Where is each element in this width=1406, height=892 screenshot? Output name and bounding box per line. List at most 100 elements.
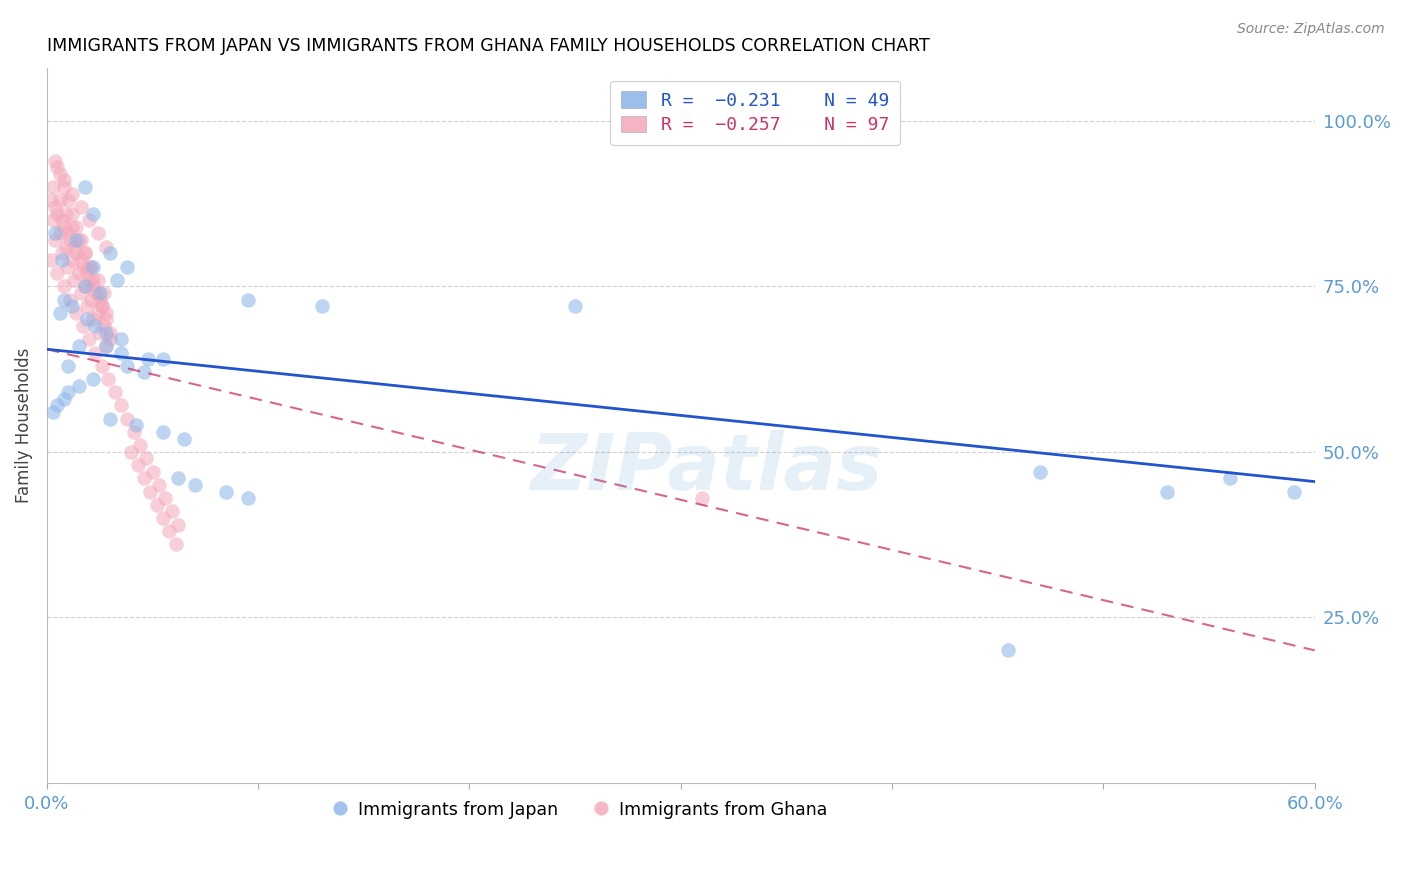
Point <box>94 306 117 320</box>
Point <box>51 246 73 260</box>
Point <box>110 399 132 413</box>
Point <box>236 491 259 505</box>
Point <box>55 240 77 254</box>
Point <box>90 299 112 313</box>
Point <box>135 451 157 466</box>
Point <box>82 273 104 287</box>
Point <box>48 194 70 208</box>
Point <box>56 359 79 373</box>
Point <box>184 478 207 492</box>
Point <box>124 418 146 433</box>
Point <box>311 299 333 313</box>
Point <box>73 246 96 260</box>
Point <box>42 405 65 419</box>
Point <box>1282 484 1305 499</box>
Point <box>215 484 238 499</box>
Point <box>69 252 91 267</box>
Point <box>39 252 62 267</box>
Point <box>51 213 73 227</box>
Point <box>48 167 70 181</box>
Point <box>98 332 121 346</box>
Point <box>76 266 98 280</box>
Point <box>120 445 142 459</box>
Point <box>82 372 104 386</box>
Point <box>63 273 86 287</box>
Point <box>152 352 174 367</box>
Point <box>136 352 159 367</box>
Point <box>69 233 91 247</box>
Point <box>80 260 103 274</box>
Point <box>94 312 117 326</box>
Point <box>77 213 100 227</box>
Point <box>152 511 174 525</box>
Point <box>52 219 75 234</box>
Point <box>72 319 94 334</box>
Point <box>51 252 73 267</box>
Point <box>52 180 75 194</box>
Point <box>46 266 69 280</box>
Point <box>89 326 111 340</box>
Point <box>167 471 190 485</box>
Point <box>46 160 69 174</box>
Point <box>86 273 108 287</box>
Point <box>94 240 117 254</box>
Point <box>60 186 83 201</box>
Point <box>67 266 90 280</box>
Point <box>86 227 108 241</box>
Point <box>52 293 75 307</box>
Point <box>76 312 98 326</box>
Point <box>46 399 69 413</box>
Point <box>1219 471 1241 485</box>
Point <box>159 524 181 539</box>
Point <box>42 180 65 194</box>
Point <box>139 484 162 499</box>
Point <box>128 438 150 452</box>
Point <box>167 517 190 532</box>
Point <box>76 299 98 313</box>
Point <box>110 345 132 359</box>
Legend: Immigrants from Japan, Immigrants from Ghana: Immigrants from Japan, Immigrants from G… <box>325 794 834 825</box>
Point <box>98 246 121 260</box>
Point <box>60 299 83 313</box>
Point <box>673 107 696 121</box>
Point <box>90 299 112 313</box>
Point <box>56 194 79 208</box>
Point <box>98 411 121 425</box>
Point <box>39 194 62 208</box>
Point <box>94 339 117 353</box>
Point <box>44 153 66 168</box>
Point <box>59 293 82 307</box>
Text: ZIPatlas: ZIPatlas <box>530 430 882 507</box>
Point <box>59 233 82 247</box>
Point <box>103 385 125 400</box>
Point <box>145 498 167 512</box>
Point <box>56 227 79 241</box>
Point <box>69 200 91 214</box>
Point <box>98 326 121 340</box>
Point <box>89 293 111 307</box>
Point <box>115 411 138 425</box>
Point <box>52 173 75 187</box>
Point <box>110 332 132 346</box>
Point <box>60 206 83 220</box>
Point <box>90 359 112 373</box>
Point <box>86 285 108 300</box>
Point <box>77 332 100 346</box>
Point <box>46 206 69 220</box>
Point <box>52 392 75 406</box>
Point <box>132 471 155 485</box>
Point <box>148 478 170 492</box>
Point <box>80 293 103 307</box>
Point <box>65 219 87 234</box>
Point <box>72 260 94 274</box>
Point <box>82 206 104 220</box>
Point <box>56 385 79 400</box>
Point <box>42 213 65 227</box>
Text: Source: ZipAtlas.com: Source: ZipAtlas.com <box>1237 22 1385 37</box>
Point <box>89 285 111 300</box>
Point <box>94 326 117 340</box>
Point <box>73 279 96 293</box>
Point <box>127 458 149 472</box>
Point <box>73 180 96 194</box>
Point <box>84 345 107 359</box>
